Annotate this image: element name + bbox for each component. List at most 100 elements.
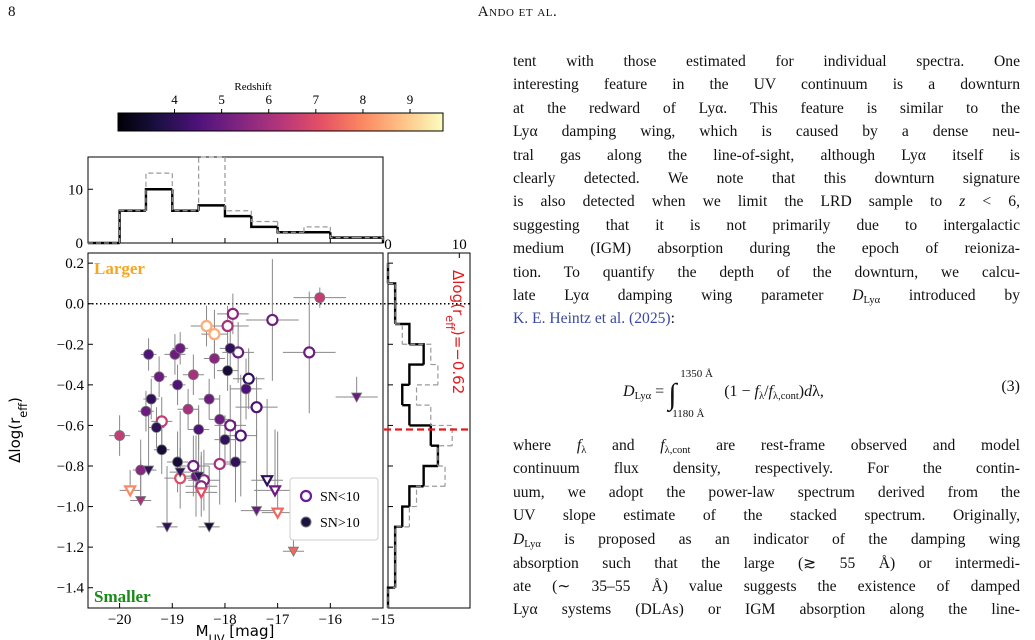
text-run: f (754, 383, 759, 400)
text-line: UV slope estimate of the stacked spectru… (513, 507, 1020, 525)
text-run: is proposed as an indicator of the dampi… (540, 530, 1020, 548)
text-line: at the redward of Lyα. This feature is s… (513, 100, 1020, 118)
text-run: f (768, 383, 773, 400)
hist-bin (303, 226, 331, 233)
y-tick-label: −0.4 (57, 378, 85, 394)
text-run: ) (798, 383, 805, 400)
hist-bin (329, 232, 357, 239)
text-line: Lyα damping wing, which is caused by a d… (513, 123, 1020, 141)
text-run: λ (759, 391, 765, 402)
colorbar-tick-label: 4 (171, 92, 178, 107)
x-tick-label: −19 (161, 612, 184, 628)
text-line: is also detected when we limit the LRD s… (513, 193, 1020, 211)
text-line: continuum flux density, respectively. Fo… (513, 460, 1020, 478)
text-run: f (576, 437, 582, 454)
text-run: UV slope estimate of the stacked spectru… (513, 507, 1020, 525)
x-axis-label-sub: UV (209, 633, 225, 640)
text-run: Lyα systems (DLAs) or IGM absorption alo… (513, 600, 1020, 618)
hist-bin (224, 157, 252, 212)
text-run: introduced by (880, 287, 1020, 304)
hist-bin (250, 210, 278, 223)
text-run: tent with those estimated for individual… (513, 53, 1020, 70)
y-tick-label: −1.2 (57, 540, 84, 556)
text-run: (1 − (724, 383, 755, 400)
upper-limit (203, 522, 215, 533)
hist-bin (276, 226, 304, 234)
x-tick-label: −20 (108, 612, 131, 628)
upper-limit (142, 465, 155, 476)
text-line: tion. To quantify the depth of the downt… (513, 264, 1020, 282)
hist-bin (422, 464, 438, 487)
y-tick-label: 0 (76, 236, 84, 252)
text-run: interesting feature in the UV continuum … (513, 76, 1020, 94)
text-run: Lyα damping wing, which is caused by a d… (513, 123, 1020, 141)
point (203, 393, 215, 405)
point (174, 342, 186, 354)
hist-bin (145, 172, 173, 211)
text-line: K. E. Heintz et al. (2025): (513, 310, 1020, 328)
hist-bin (415, 384, 438, 406)
text-run: Lyα (524, 538, 541, 550)
legend (289, 477, 379, 541)
legend-marker (300, 516, 312, 528)
median-label-main: Δlog(r (449, 270, 467, 316)
text-run: Lyα (634, 391, 652, 402)
x-tick-label: −15 (371, 612, 394, 628)
upper-limit (260, 475, 274, 488)
median-label: Δlog(reff)=−0.62 (444, 270, 468, 394)
median-label-sub: eff (444, 315, 457, 330)
colorbar-tick-label: 6 (265, 92, 272, 107)
hist-bin (197, 204, 225, 211)
text-run: λ,cont (773, 391, 799, 402)
citation-link[interactable]: K. E. Heintz et al. (2025) (513, 310, 671, 328)
hist-bin (329, 226, 357, 239)
y-axis-label: Δlog(reff) (6, 397, 30, 463)
text-run: D (852, 287, 864, 304)
hist-bin (408, 485, 424, 507)
upper-limit (123, 485, 138, 498)
upper-limit (287, 546, 300, 558)
point (200, 319, 213, 333)
upper-limit (134, 496, 147, 507)
hist-bin (144, 188, 173, 211)
text-line: ate (∼ 35–55 Å) value suggests the exist… (513, 577, 1020, 596)
hist-bin (119, 210, 146, 243)
text-run: < 6, (965, 193, 1021, 211)
upper-limit (161, 522, 173, 533)
x-axis-label-main: M (196, 622, 209, 640)
text-run: = (651, 383, 669, 400)
hist-bin (356, 236, 385, 243)
point (187, 459, 200, 473)
hist-bin (198, 156, 225, 211)
point (145, 393, 157, 405)
point (240, 383, 252, 395)
text-run: D (513, 530, 525, 548)
hist-bin (430, 363, 439, 385)
text-run: tral gas along the line-of-sight, althou… (513, 146, 1020, 164)
y-axis-label-sub: eff (17, 403, 30, 418)
text-line: medium (IGM) absorption during the epoch… (513, 240, 1020, 258)
upper-limit (174, 467, 186, 478)
annotation: Larger (94, 259, 145, 278)
hist-bin (386, 586, 396, 608)
x-tick-label: 0 (384, 237, 392, 253)
text-line: uum, we adopt the power-law spectrum der… (513, 484, 1020, 502)
text-line: interesting feature in the UV continuum … (513, 76, 1020, 94)
text-run: continuum flux density, respectively. Fo… (513, 460, 1020, 478)
hist-bin (402, 403, 411, 426)
colorbar-tick-label: 7 (313, 92, 320, 107)
text-line: late Lyα damping wing parameter DLyα int… (513, 287, 1020, 306)
point (187, 369, 199, 381)
hist-bin (415, 485, 446, 507)
hist-bin (430, 444, 440, 466)
y-tick-label: −1.4 (57, 581, 85, 597)
point (172, 456, 183, 468)
hist-bin (437, 445, 453, 466)
text-run: suggesting that it is not primarily due … (513, 216, 1020, 234)
text-run: late Lyα damping wing parameter (513, 287, 853, 304)
text-line: tral gas along the line-of-sight, althou… (513, 147, 1020, 165)
point (193, 424, 205, 435)
point (114, 430, 126, 441)
hist-bin (401, 383, 410, 406)
